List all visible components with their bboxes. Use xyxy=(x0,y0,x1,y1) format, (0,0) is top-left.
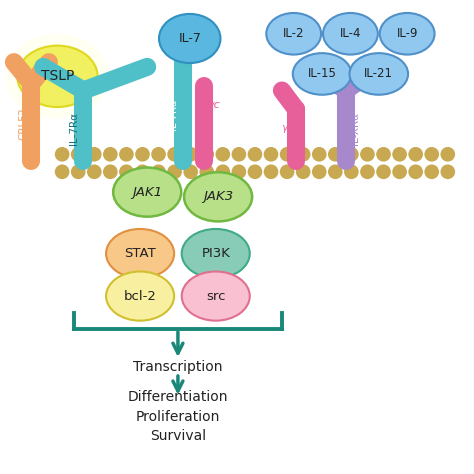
Text: IL-9: IL-9 xyxy=(396,27,418,40)
Circle shape xyxy=(313,148,326,161)
Circle shape xyxy=(281,165,294,178)
Text: IL-7: IL-7 xyxy=(178,32,201,45)
Circle shape xyxy=(88,165,101,178)
Circle shape xyxy=(200,165,213,178)
Circle shape xyxy=(232,148,246,161)
Circle shape xyxy=(345,165,358,178)
Circle shape xyxy=(297,148,310,161)
Circle shape xyxy=(216,148,229,161)
Circle shape xyxy=(88,148,101,161)
Circle shape xyxy=(104,148,117,161)
Circle shape xyxy=(136,165,149,178)
Text: IL-4: IL-4 xyxy=(340,27,361,40)
Circle shape xyxy=(345,148,358,161)
Ellipse shape xyxy=(113,167,181,217)
Circle shape xyxy=(152,165,165,178)
Circle shape xyxy=(248,148,262,161)
Circle shape xyxy=(55,165,69,178)
Circle shape xyxy=(393,148,406,161)
Ellipse shape xyxy=(380,13,435,55)
Circle shape xyxy=(72,165,85,178)
Circle shape xyxy=(184,165,197,178)
Circle shape xyxy=(409,165,422,178)
Ellipse shape xyxy=(182,272,250,320)
Circle shape xyxy=(168,165,181,178)
Circle shape xyxy=(425,148,438,161)
Circle shape xyxy=(393,165,406,178)
Circle shape xyxy=(152,148,165,161)
Circle shape xyxy=(328,165,342,178)
Ellipse shape xyxy=(5,34,109,119)
Circle shape xyxy=(361,148,374,161)
Circle shape xyxy=(104,165,117,178)
Ellipse shape xyxy=(106,272,174,320)
Ellipse shape xyxy=(159,14,220,63)
Text: JAK1: JAK1 xyxy=(132,186,162,199)
Circle shape xyxy=(184,148,197,161)
Text: JAK3: JAK3 xyxy=(203,191,233,203)
Ellipse shape xyxy=(184,172,252,221)
Circle shape xyxy=(409,148,422,161)
Text: IL-21: IL-21 xyxy=(365,67,393,81)
Circle shape xyxy=(297,165,310,178)
Ellipse shape xyxy=(349,53,408,95)
Ellipse shape xyxy=(323,13,378,55)
Circle shape xyxy=(248,165,262,178)
Ellipse shape xyxy=(293,53,351,95)
Circle shape xyxy=(55,148,69,161)
Circle shape xyxy=(361,165,374,178)
Text: IL-XRα: IL-XRα xyxy=(350,112,360,145)
Circle shape xyxy=(264,148,278,161)
Text: TSLP: TSLP xyxy=(41,69,74,83)
Text: Transcription: Transcription xyxy=(133,360,223,374)
Text: Differentiation
Proliferation
Survival: Differentiation Proliferation Survival xyxy=(128,390,228,443)
Circle shape xyxy=(425,165,438,178)
Text: PI3K: PI3K xyxy=(201,247,230,260)
Text: src: src xyxy=(206,290,226,302)
Circle shape xyxy=(313,165,326,178)
Circle shape xyxy=(441,165,455,178)
Circle shape xyxy=(72,148,85,161)
Circle shape xyxy=(232,165,246,178)
Text: IL-15: IL-15 xyxy=(308,67,337,81)
Circle shape xyxy=(281,148,294,161)
Circle shape xyxy=(200,148,213,161)
Circle shape xyxy=(120,165,133,178)
Circle shape xyxy=(136,148,149,161)
Text: γc: γc xyxy=(207,100,220,109)
Text: CRLF2: CRLF2 xyxy=(18,107,28,140)
Text: STAT: STAT xyxy=(124,247,156,260)
Text: bcl-2: bcl-2 xyxy=(124,290,156,302)
Text: IL-7Rα: IL-7Rα xyxy=(69,112,79,145)
Circle shape xyxy=(120,148,133,161)
Ellipse shape xyxy=(182,229,250,278)
Circle shape xyxy=(377,148,390,161)
Circle shape xyxy=(441,148,455,161)
Text: γc: γc xyxy=(282,123,293,133)
Circle shape xyxy=(168,148,181,161)
Ellipse shape xyxy=(106,229,174,278)
Circle shape xyxy=(328,148,342,161)
Text: IL-2: IL-2 xyxy=(283,27,304,40)
Ellipse shape xyxy=(17,46,98,107)
Circle shape xyxy=(216,165,229,178)
Ellipse shape xyxy=(266,13,321,55)
Text: IL-7Rα: IL-7Rα xyxy=(168,99,178,130)
Circle shape xyxy=(264,165,278,178)
Circle shape xyxy=(377,165,390,178)
